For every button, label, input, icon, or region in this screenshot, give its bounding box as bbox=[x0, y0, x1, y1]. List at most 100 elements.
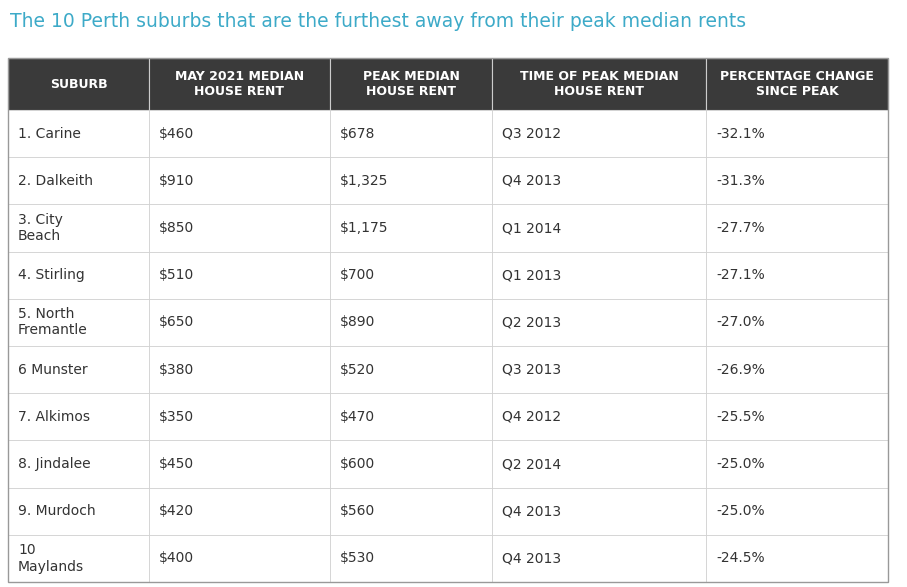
Text: $380: $380 bbox=[159, 363, 194, 377]
Text: Q3 2012: Q3 2012 bbox=[502, 127, 561, 141]
Bar bbox=[8, 252, 149, 299]
Text: $400: $400 bbox=[159, 551, 194, 565]
Text: Q4 2013: Q4 2013 bbox=[502, 504, 561, 518]
Text: Q2 2013: Q2 2013 bbox=[502, 315, 561, 329]
Bar bbox=[706, 252, 888, 299]
Text: -25.0%: -25.0% bbox=[716, 504, 765, 518]
Text: 6 Munster: 6 Munster bbox=[18, 363, 88, 377]
Bar bbox=[330, 440, 492, 488]
Bar bbox=[330, 110, 492, 157]
Bar bbox=[492, 58, 706, 110]
Bar bbox=[706, 204, 888, 252]
Text: 7. Alkimos: 7. Alkimos bbox=[18, 410, 90, 424]
Bar bbox=[706, 299, 888, 346]
Bar bbox=[706, 488, 888, 535]
Text: $520: $520 bbox=[340, 363, 375, 377]
Text: 8. Jindalee: 8. Jindalee bbox=[18, 457, 91, 471]
Bar bbox=[492, 299, 706, 346]
Text: $650: $650 bbox=[159, 315, 194, 329]
Text: 1. Carine: 1. Carine bbox=[18, 127, 81, 141]
Bar bbox=[8, 58, 888, 582]
Text: PEAK MEDIAN
HOUSE RENT: PEAK MEDIAN HOUSE RENT bbox=[363, 70, 460, 98]
Bar bbox=[149, 488, 330, 535]
Bar bbox=[330, 299, 492, 346]
Text: $450: $450 bbox=[159, 457, 194, 471]
Text: Q3 2013: Q3 2013 bbox=[502, 363, 561, 377]
Bar bbox=[149, 440, 330, 488]
Bar bbox=[330, 393, 492, 440]
Text: $460: $460 bbox=[159, 127, 194, 141]
Bar bbox=[8, 204, 149, 252]
Text: Q4 2013: Q4 2013 bbox=[502, 174, 561, 188]
Bar bbox=[149, 535, 330, 582]
Bar bbox=[330, 535, 492, 582]
Bar bbox=[492, 157, 706, 204]
Text: $678: $678 bbox=[340, 127, 375, 141]
Bar bbox=[149, 204, 330, 252]
Text: -24.5%: -24.5% bbox=[716, 551, 765, 565]
Text: -25.0%: -25.0% bbox=[716, 457, 765, 471]
Bar bbox=[330, 488, 492, 535]
Bar bbox=[8, 535, 149, 582]
Text: $1,175: $1,175 bbox=[340, 221, 388, 235]
Bar bbox=[492, 346, 706, 393]
Text: $530: $530 bbox=[340, 551, 375, 565]
Text: -25.5%: -25.5% bbox=[716, 410, 765, 424]
Bar bbox=[492, 110, 706, 157]
Text: $560: $560 bbox=[340, 504, 375, 518]
Bar bbox=[706, 346, 888, 393]
Text: $890: $890 bbox=[340, 315, 375, 329]
Bar bbox=[706, 157, 888, 204]
Bar bbox=[330, 58, 492, 110]
Text: Q1 2014: Q1 2014 bbox=[502, 221, 561, 235]
Bar bbox=[706, 535, 888, 582]
Bar bbox=[706, 440, 888, 488]
Text: Q4 2012: Q4 2012 bbox=[502, 410, 561, 424]
Text: 3. City
Beach: 3. City Beach bbox=[18, 213, 63, 243]
Bar bbox=[149, 346, 330, 393]
Bar bbox=[8, 393, 149, 440]
Text: Q2 2014: Q2 2014 bbox=[502, 457, 561, 471]
Text: SUBURB: SUBURB bbox=[50, 77, 107, 90]
Bar bbox=[149, 110, 330, 157]
Bar bbox=[492, 488, 706, 535]
Bar bbox=[149, 252, 330, 299]
Text: $1,325: $1,325 bbox=[340, 174, 388, 188]
Text: 5. North
Fremantle: 5. North Fremantle bbox=[18, 308, 88, 338]
Bar bbox=[149, 58, 330, 110]
Bar bbox=[330, 252, 492, 299]
Text: Q1 2013: Q1 2013 bbox=[502, 268, 561, 282]
Bar bbox=[492, 252, 706, 299]
Text: $350: $350 bbox=[159, 410, 194, 424]
Text: $910: $910 bbox=[159, 174, 194, 188]
Text: $600: $600 bbox=[340, 457, 375, 471]
Text: 10
Maylands: 10 Maylands bbox=[18, 544, 84, 573]
Bar bbox=[330, 346, 492, 393]
Bar bbox=[706, 393, 888, 440]
Bar bbox=[8, 157, 149, 204]
Text: $470: $470 bbox=[340, 410, 375, 424]
Text: 9. Murdoch: 9. Murdoch bbox=[18, 504, 95, 518]
Text: $850: $850 bbox=[159, 221, 194, 235]
Bar bbox=[8, 346, 149, 393]
Bar bbox=[706, 110, 888, 157]
Text: -26.9%: -26.9% bbox=[716, 363, 765, 377]
Bar bbox=[330, 204, 492, 252]
Bar bbox=[492, 535, 706, 582]
Text: 4. Stirling: 4. Stirling bbox=[18, 268, 84, 282]
Text: The 10 Perth suburbs that are the furthest away from their peak median rents: The 10 Perth suburbs that are the furthe… bbox=[10, 12, 746, 31]
Text: -32.1%: -32.1% bbox=[716, 127, 765, 141]
Bar bbox=[706, 58, 888, 110]
Bar bbox=[8, 110, 149, 157]
Text: PERCENTAGE CHANGE
SINCE PEAK: PERCENTAGE CHANGE SINCE PEAK bbox=[720, 70, 874, 98]
Bar bbox=[149, 393, 330, 440]
Bar bbox=[8, 440, 149, 488]
Text: MAY 2021 MEDIAN
HOUSE RENT: MAY 2021 MEDIAN HOUSE RENT bbox=[175, 70, 304, 98]
Text: $420: $420 bbox=[159, 504, 194, 518]
Bar bbox=[330, 157, 492, 204]
Bar bbox=[149, 299, 330, 346]
Text: $700: $700 bbox=[340, 268, 375, 282]
Text: -27.1%: -27.1% bbox=[716, 268, 765, 282]
Text: -31.3%: -31.3% bbox=[716, 174, 765, 188]
Text: $510: $510 bbox=[159, 268, 194, 282]
